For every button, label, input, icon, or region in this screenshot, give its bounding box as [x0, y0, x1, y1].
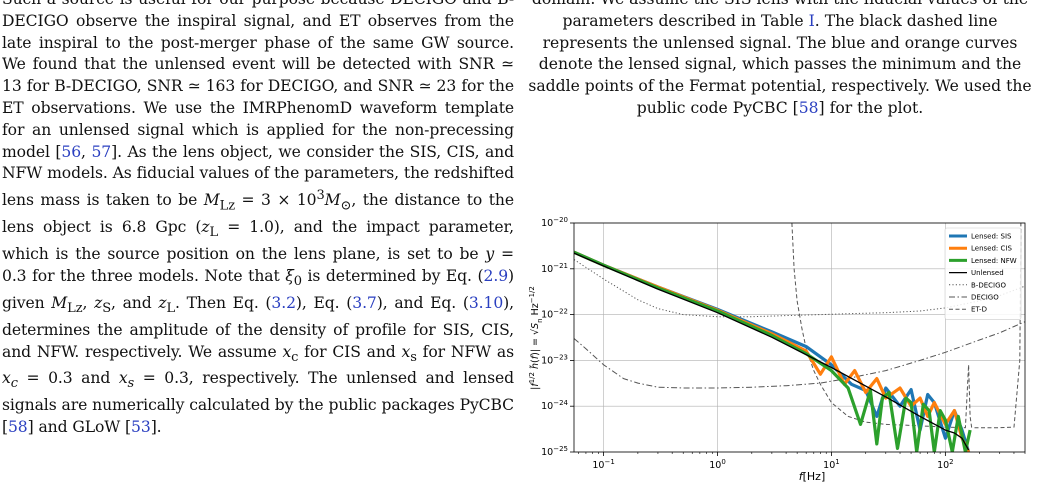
series-line — [574, 252, 970, 451]
x-tick-label: 101 — [823, 458, 840, 471]
y-tick-label: 10−20 — [541, 216, 568, 229]
y-tick-label: 10−25 — [541, 445, 568, 458]
series-line — [574, 250, 972, 452]
x-tick-label: 102 — [937, 458, 954, 471]
legend-label: Lensed: CIS — [971, 245, 1012, 253]
body-paragraph: Such a source is useful for our purpose … — [2, 0, 514, 437]
legend-label: ET-D — [971, 306, 987, 314]
y-tick-label: 10−21 — [541, 262, 568, 275]
y-axis-label: |f1/2 h̃(f)| = √Sn Hz−1/2 — [528, 286, 544, 390]
legend-label: Unlensed — [971, 269, 1004, 277]
legend-label: Lensed: NFW — [971, 257, 1017, 265]
x-tick-label: 100 — [709, 458, 726, 471]
series-group — [574, 223, 1025, 452]
y-tick-label: 10−23 — [541, 353, 568, 366]
y-tick-label: 10−22 — [541, 308, 568, 321]
x-axis-label: f[Hz] — [799, 470, 826, 483]
figure-caption: domain. We assume the SIS lens with the … — [528, 0, 1032, 117]
x-tick-label: 10−1 — [592, 458, 614, 471]
strain-spectrum-figure: 10−1 100 101 102 10−25 10−24 10−23 10−22 10−21 10… — [528, 216, 1026, 483]
legend-label: Lensed: SIS — [971, 233, 1012, 241]
y-tick-label: 10−24 — [541, 399, 568, 412]
left-text-column: Such a source is useful for our purpose … — [2, 0, 514, 489]
ticks: 10−1 100 101 102 10−25 10−24 10−23 10−22 10−21 10… — [541, 216, 1026, 471]
series-line — [574, 321, 1025, 389]
legend-label: B-DECIGO — [971, 281, 1007, 289]
plot-frame — [573, 222, 1026, 453]
legend-label: DECIGO — [971, 294, 999, 302]
legend: Lensed: SIS Lensed: CIS Lensed: NFW Unlense… — [944, 227, 1022, 320]
